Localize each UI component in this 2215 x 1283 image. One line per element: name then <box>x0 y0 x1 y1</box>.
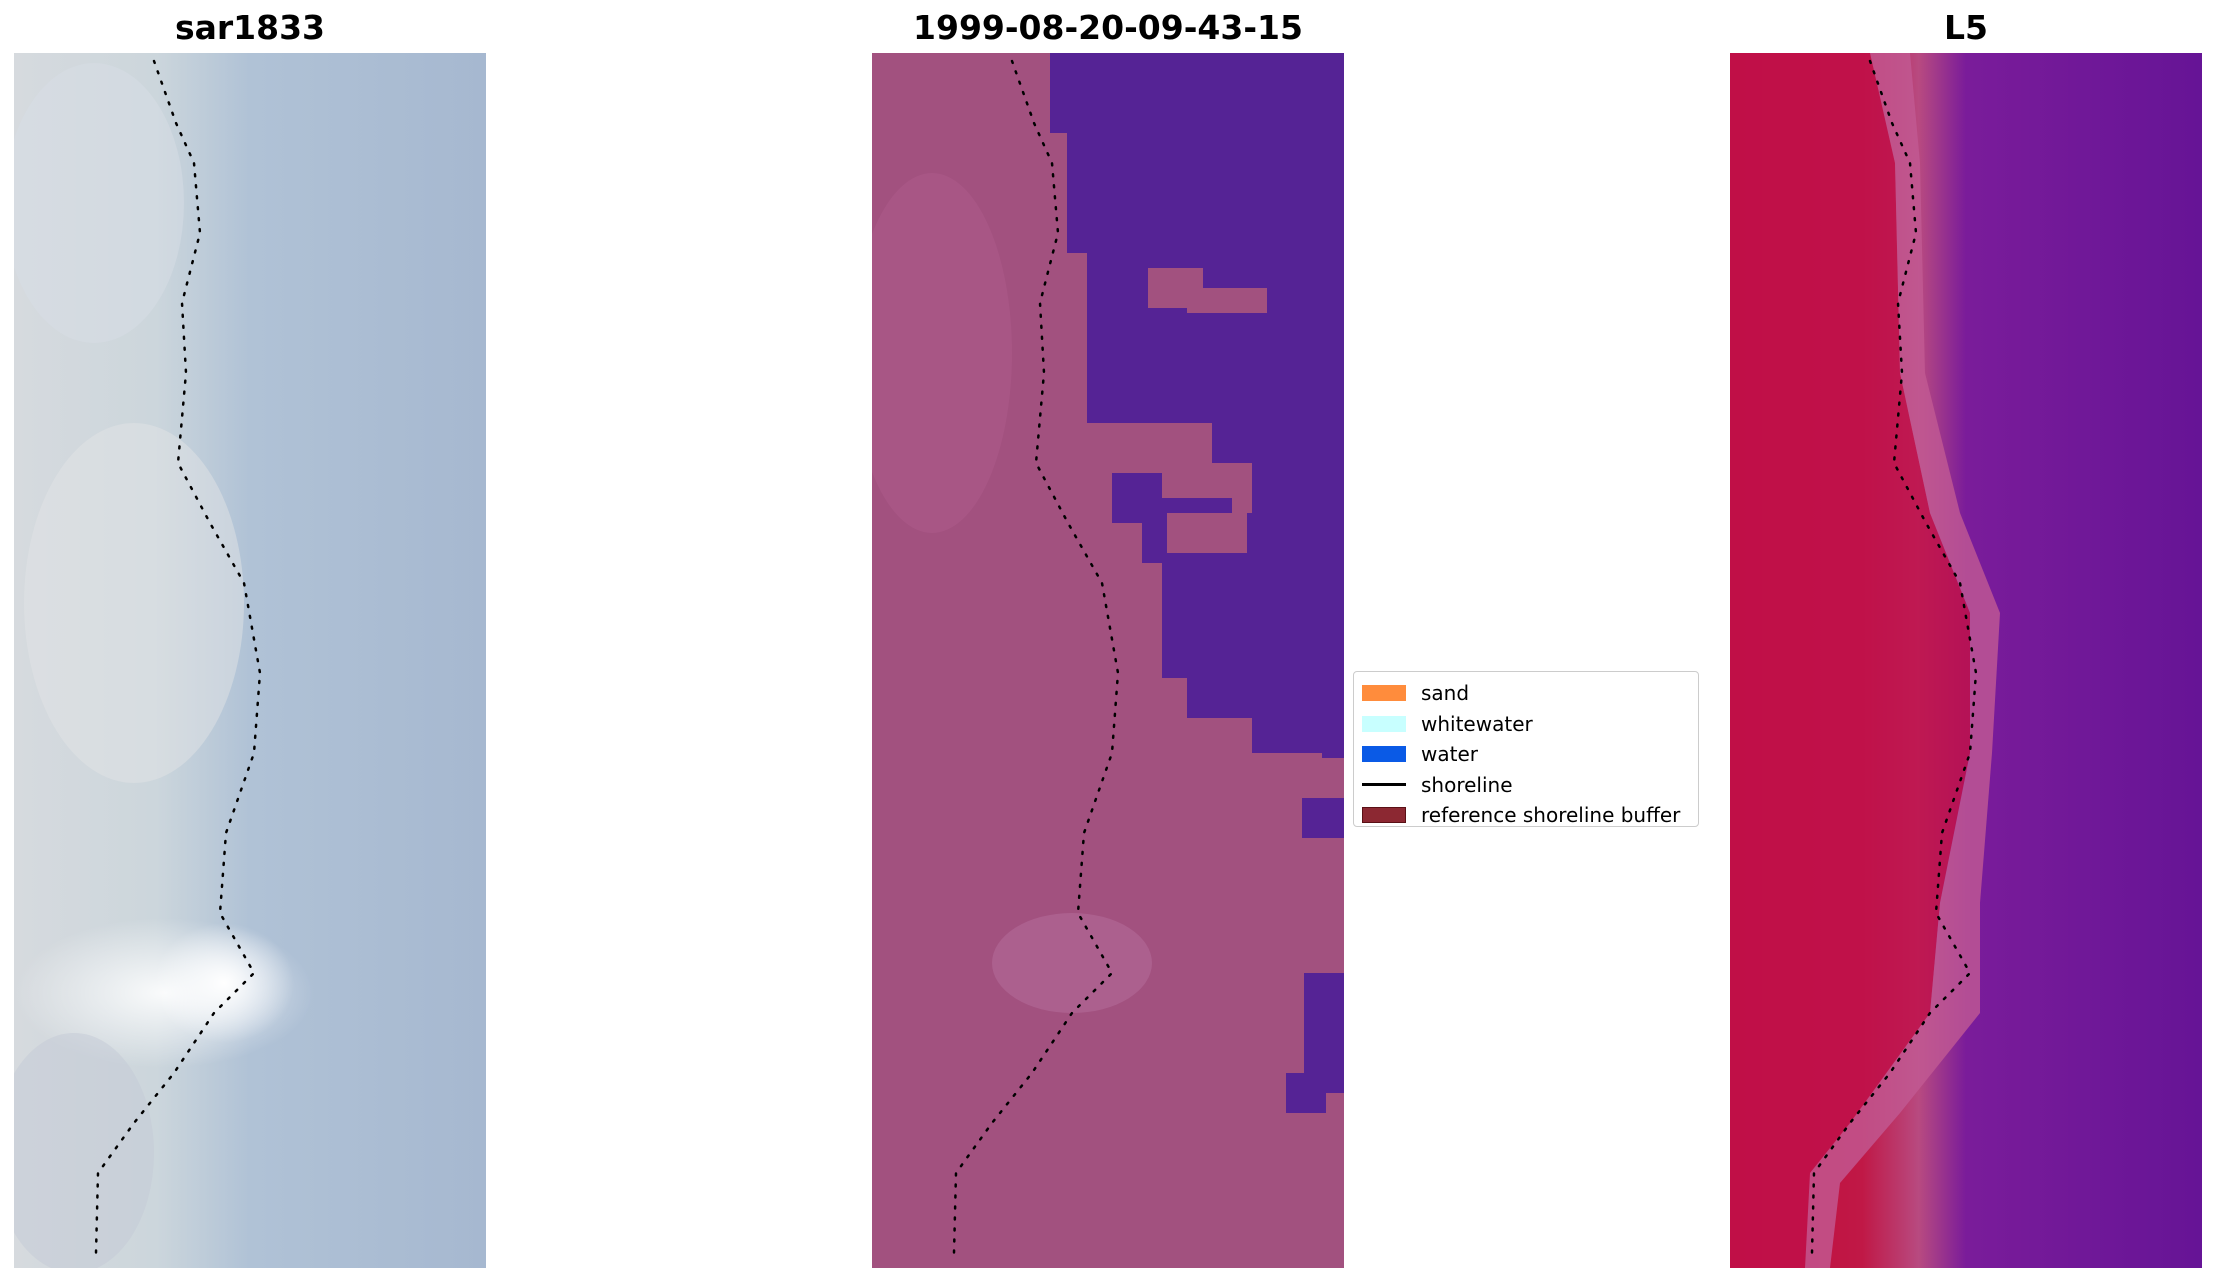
classified-image <box>872 53 1344 1268</box>
legend-label: reference shoreline buffer <box>1421 803 1681 828</box>
legend-label: sand <box>1421 681 1470 706</box>
legend: sand whitewater water shoreline referenc… <box>1353 671 1699 827</box>
buffer-swatch <box>1362 807 1406 824</box>
legend-item-whitewater: whitewater <box>1354 709 1698 740</box>
legend-label: whitewater <box>1421 711 1533 736</box>
whitewater-swatch <box>1362 715 1406 732</box>
sand-swatch <box>1362 685 1406 702</box>
panel-title-index: L5 <box>1944 8 1988 47</box>
rgb-image-panel <box>14 53 486 1268</box>
water-swatch <box>1362 746 1406 763</box>
index-image <box>1730 53 2202 1268</box>
panel-title-rgb: sar1833 <box>174 8 326 47</box>
panel-title-classified: 1999-08-20-09-43-15 <box>913 8 1303 47</box>
legend-item-sand: sand <box>1354 678 1698 709</box>
shoreline-line-swatch <box>1362 783 1406 787</box>
shoreline-dots <box>1810 59 1978 1255</box>
rgb-image <box>14 53 486 1268</box>
legend-item-water: water <box>1354 739 1698 770</box>
shoreline-dots <box>94 59 262 1255</box>
legend-item-buffer: reference shoreline buffer <box>1354 800 1698 831</box>
legend-item-shoreline: shoreline <box>1354 770 1698 801</box>
legend-label: water <box>1421 742 1478 767</box>
index-image-panel <box>1730 53 2202 1268</box>
legend-label: shoreline <box>1421 772 1513 797</box>
classified-image-panel <box>872 53 1344 1268</box>
shoreline-dots <box>952 59 1120 1255</box>
